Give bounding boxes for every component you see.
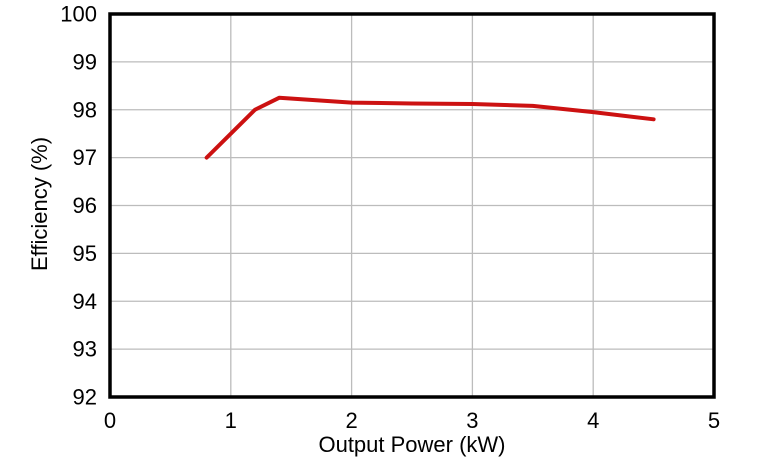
x-tick-label: 2 [345, 408, 357, 433]
y-tick-label: 97 [73, 145, 97, 170]
efficiency-curve [204, 95, 656, 160]
x-tick-label: 3 [466, 408, 478, 433]
y-tick-label: 96 [73, 193, 97, 218]
y-tick-label: 98 [73, 97, 97, 122]
y-tick-label: 100 [60, 2, 97, 27]
y-tick-label: 93 [73, 337, 97, 362]
x-tick-label: 5 [708, 408, 720, 433]
y-tick-label: 92 [73, 385, 97, 410]
plot-border [108, 12, 716, 399]
x-tick-label: 4 [587, 408, 599, 433]
x-axis-title: Output Power (kW) [318, 432, 506, 457]
y-tick-label: 99 [73, 49, 97, 74]
y-tick-label: 94 [73, 289, 97, 314]
x-tick-label: 1 [225, 408, 237, 433]
x-tick-label: 0 [104, 408, 116, 433]
y-tick-label: 95 [73, 241, 97, 266]
y-axis-title: Efficiency (%) [27, 136, 52, 272]
